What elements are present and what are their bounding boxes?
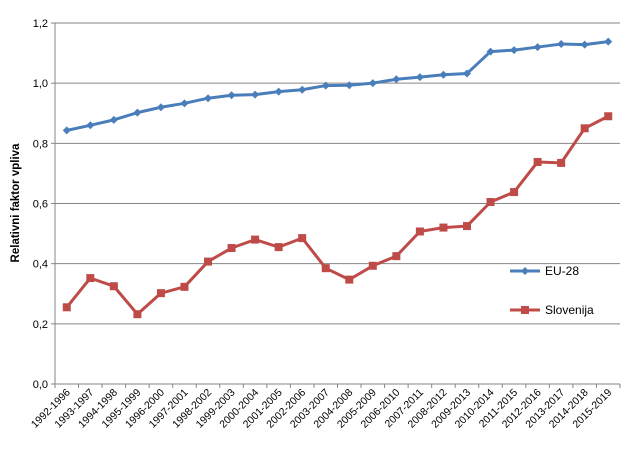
- data-point: [439, 223, 448, 232]
- data-point: [86, 121, 95, 130]
- data-point: [486, 47, 495, 56]
- data-point: [204, 94, 213, 103]
- data-point: [486, 197, 495, 206]
- data-point: [321, 81, 330, 90]
- data-point: [510, 46, 519, 55]
- data-point: [133, 108, 142, 117]
- y-tick-label: 0,0: [33, 379, 48, 391]
- data-point: [557, 158, 566, 167]
- series-line-slovenija: [65, 114, 609, 316]
- data-point: [274, 243, 283, 252]
- data-point: [557, 40, 566, 49]
- data-point: [298, 85, 307, 94]
- gridlines: [51, 22, 621, 388]
- data-point: [580, 124, 589, 133]
- y-axis-label: Relativni faktor vpliva: [10, 143, 22, 262]
- data-point: [368, 79, 377, 88]
- legend-marker: [521, 306, 529, 314]
- y-tick-label: 0,4: [33, 259, 48, 271]
- legend: EU-28 Slovenija: [510, 264, 594, 317]
- series-line-eu-28: [66, 40, 609, 132]
- data-point: [133, 310, 142, 319]
- data-point: [321, 264, 330, 273]
- data-point: [156, 103, 165, 112]
- data-point: [156, 289, 165, 298]
- legend-label: Slovenija: [545, 303, 594, 317]
- axes: [54, 23, 620, 385]
- data-point: [180, 282, 189, 291]
- data-point: [439, 70, 448, 79]
- data-point: [86, 274, 95, 283]
- y-tick-label: 1,2: [33, 18, 48, 30]
- data-point: [392, 75, 401, 84]
- data-point: [415, 73, 424, 82]
- data-point: [415, 227, 424, 236]
- y-tick-label: 0,8: [33, 138, 48, 150]
- data-point: [227, 91, 236, 100]
- data-point: [604, 37, 613, 46]
- legend-label: EU-28: [545, 264, 579, 278]
- data-point: [510, 188, 519, 197]
- data-point: [298, 234, 307, 243]
- y-tick-label: 1,0: [33, 78, 48, 90]
- data-point: [392, 252, 401, 261]
- data-point: [533, 43, 542, 52]
- legend-marker: [521, 267, 529, 275]
- series: [62, 37, 613, 319]
- data-point: [109, 115, 118, 124]
- data-point: [62, 303, 71, 312]
- data-point: [580, 40, 589, 49]
- x-tick-labels: 1992-19961993-19971994-19981995-19991996…: [29, 387, 615, 431]
- data-point: [462, 69, 471, 78]
- data-point: [251, 90, 260, 99]
- data-point: [251, 235, 260, 244]
- data-point: [462, 222, 471, 231]
- data-point: [204, 257, 213, 266]
- data-point: [227, 244, 236, 253]
- data-point: [345, 81, 354, 90]
- data-point: [604, 112, 613, 121]
- y-tick-label: 0,2: [33, 319, 48, 331]
- data-point: [62, 126, 71, 135]
- y-tick-label: 0,6: [33, 199, 48, 211]
- data-point: [180, 99, 189, 108]
- data-point: [109, 282, 118, 291]
- data-point: [368, 261, 377, 270]
- y-tick-labels: 0,0 0,2 0,4 0,6 0,8 1,0 1,2: [33, 18, 48, 391]
- data-point: [345, 275, 354, 284]
- data-point: [533, 157, 542, 166]
- data-point: [274, 87, 283, 96]
